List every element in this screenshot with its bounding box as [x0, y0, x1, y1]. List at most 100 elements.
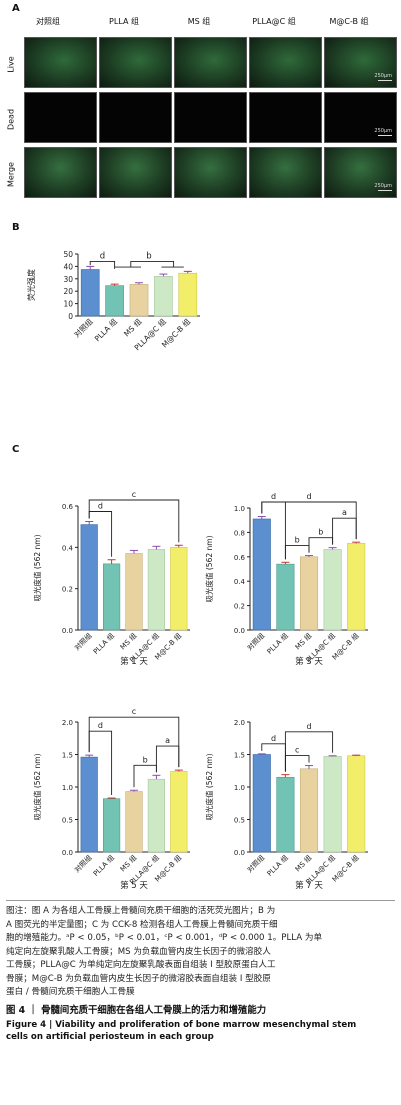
bar: [125, 553, 143, 631]
live-image: 250μm: [324, 37, 397, 88]
live-image: [24, 37, 97, 88]
y-axis-label: 吸光度值 (562 nm): [204, 753, 214, 820]
dead-image: 250μm: [324, 92, 397, 143]
y-tick-label: 1.5: [234, 752, 245, 760]
y-tick-label: 50: [63, 250, 73, 259]
x-tick-label: 对照组: [72, 631, 93, 652]
y-tick-label: 0.5: [234, 817, 245, 825]
y-tick-label: 2.0: [234, 719, 245, 727]
significance-label: c: [132, 707, 136, 716]
x-tick-label: PLLA 组: [91, 853, 116, 878]
figure-title-en: Figure 4 | Viability and proliferation o…: [6, 1020, 357, 1042]
y-tick-label: 1.0: [234, 784, 245, 792]
column-header: 对照组: [36, 17, 60, 26]
bar: [80, 524, 98, 631]
scale-bar: 250μm: [374, 73, 392, 81]
bar: [299, 556, 319, 631]
significance-label: d: [98, 502, 103, 511]
bar: [80, 269, 100, 317]
merge-image: [99, 147, 172, 198]
bar: [347, 755, 366, 853]
x-tick-label: 对照组: [245, 631, 266, 652]
x-tick-label: MS 组: [293, 631, 313, 651]
row-header-live: Live: [6, 56, 16, 73]
x-tick-label: MS 组: [118, 853, 138, 873]
x-tick-label: MS 组: [121, 316, 143, 338]
y-axis-label: 吸光度值 (562 nm): [32, 534, 42, 601]
figure-caption: 图注：图 A 为各组人工骨膜上骨髓间充质干细胞的活死荧光图片；B 为 A 图荧光…: [6, 905, 396, 1000]
x-tick-label: 对照组: [245, 853, 266, 874]
y-tick-label: 0.0: [234, 849, 245, 857]
y-tick-label: 0.2: [234, 603, 245, 611]
significance-bracket: [155, 745, 180, 773]
y-tick-label: 0.8: [234, 529, 245, 537]
significance-label: c: [132, 490, 136, 499]
dead-image: [249, 92, 322, 143]
significance-bracket: [261, 501, 286, 560]
significance-label: b: [146, 251, 151, 261]
dead-image: [174, 92, 247, 143]
y-tick-label: 0.0: [62, 849, 73, 857]
scale-bar: 250μm: [374, 183, 392, 191]
bar: [103, 563, 121, 631]
x-tick-label: PLLA 组: [265, 853, 290, 878]
bar: [147, 778, 165, 853]
x-tick-label: 对照组: [72, 853, 93, 874]
caption-line: 纯定向左旋聚乳酸人工骨膜；MS 为负载血管内皮生长因子的微溶胶人: [6, 946, 271, 957]
panel-b-letter: B: [12, 222, 20, 233]
y-tick-label: 0.0: [62, 627, 73, 635]
bar: [323, 549, 342, 631]
caption-line: 骨膜；M@C-B 为负载血管内皮生长因子的微溶胶表面自组装 I 型胶原: [6, 973, 271, 984]
y-tick-label: 20: [63, 287, 73, 296]
column-header: M@C-B 组: [329, 17, 369, 26]
y-tick-label: 1.0: [234, 505, 245, 513]
bar: [129, 284, 149, 317]
live-image: [99, 37, 172, 88]
significance-label: d: [98, 721, 103, 730]
bar: [299, 768, 319, 853]
y-tick-label: 0: [68, 312, 73, 321]
caption-line: 工骨膜；PLLA@C 为单纯定向左旋聚乳酸表面自组装 I 型胶原蛋白人工: [6, 960, 276, 970]
y-tick-label: 0.2: [62, 586, 73, 594]
chart-title: 第 3 天: [295, 656, 323, 667]
y-tick-label: 2.0: [62, 719, 73, 727]
y-tick-label: 0.6: [62, 503, 74, 511]
dead-image: [99, 92, 172, 143]
caption-line: 图注：图 A 为各组人工骨膜上骨髓间充质干细胞的活死荧光图片；B 为: [6, 906, 276, 916]
bar: [347, 543, 366, 631]
x-tick-label: PLLA 组: [92, 316, 119, 343]
significance-bracket: [88, 511, 113, 557]
bar: [147, 549, 165, 631]
panel-c-letter: C: [12, 444, 20, 455]
row-header-dead: Dead: [6, 108, 16, 131]
significance-bracket: [284, 731, 334, 772]
bar: [105, 285, 124, 317]
dead-image: [24, 92, 97, 143]
caption-separator: [6, 900, 395, 901]
bar: [276, 563, 295, 631]
bar: [323, 756, 342, 853]
merge-image: [249, 147, 322, 198]
significance-bracket: [130, 260, 175, 268]
x-tick-label: MS 组: [293, 853, 313, 873]
bar: [170, 547, 188, 631]
significance-label: d: [306, 722, 311, 731]
column-header: MS 组: [187, 17, 211, 26]
bar: [178, 272, 198, 317]
x-tick-label: 对照组: [72, 316, 95, 339]
y-tick-label: 30: [63, 275, 73, 284]
caption-line: 胞的增殖能力。ᵃP < 0.05，ᵇP < 0.01，ᶜP < 0.001，ᵈP…: [6, 933, 323, 943]
row-header-merge: Merge: [6, 162, 16, 187]
caption-line: 蛋白 / 骨髓间充质干细胞人工骨膜: [6, 987, 135, 997]
bar: [170, 771, 188, 853]
column-header: PLLA@C 组: [252, 17, 296, 26]
caption-line: A 图荧光的半定量图；C 为 CCK-8 检测各组人工骨膜上骨髓间充质干细: [6, 919, 278, 930]
panel-a-letter: A: [12, 3, 20, 14]
significance-bracket: [88, 499, 180, 543]
y-tick-label: 10: [63, 300, 73, 309]
significance-label: b: [143, 755, 148, 764]
chart-title: 第 7 天: [295, 880, 323, 891]
significance-label: d: [271, 492, 276, 501]
chart-title: 第 1 天: [120, 656, 148, 667]
